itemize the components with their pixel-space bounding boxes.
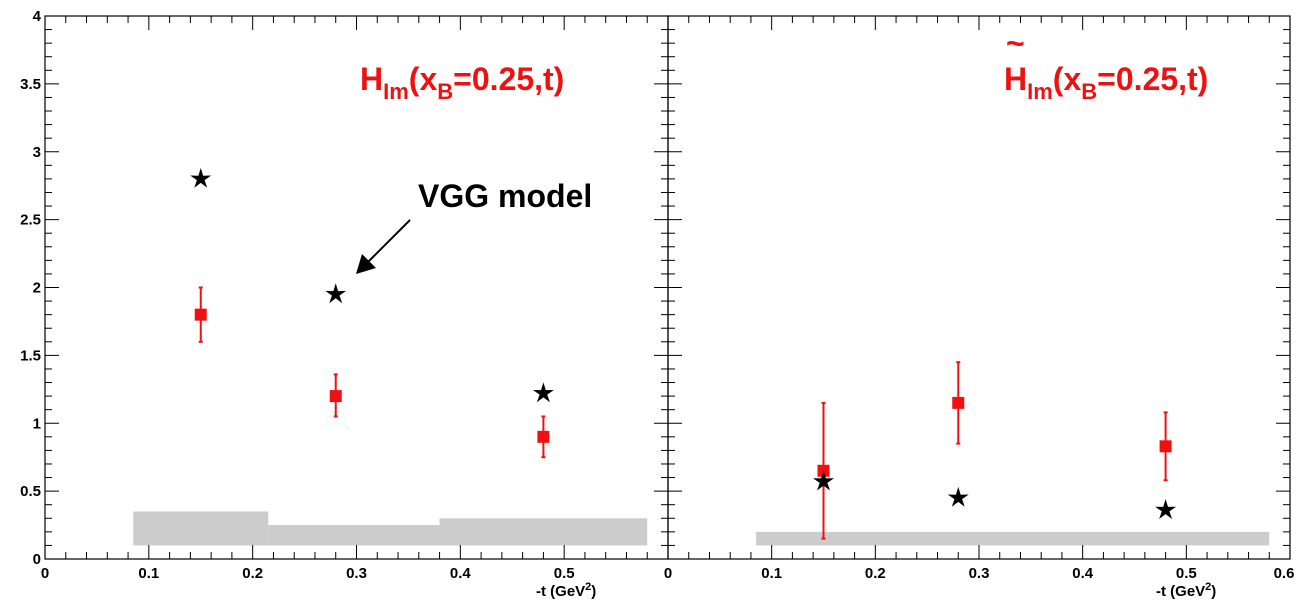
right-data-point-square bbox=[1159, 440, 1172, 453]
right-x-tick-label: 0.5 bbox=[1176, 565, 1197, 582]
left-x-axis-label: -t (GeV2) bbox=[536, 581, 596, 600]
left-systematic-band-0 bbox=[133, 511, 269, 546]
left-data-point-square bbox=[194, 308, 207, 321]
left-vgg-star-point bbox=[532, 382, 554, 403]
left-x-tick-label: 0.3 bbox=[346, 565, 367, 582]
annotation-arrow bbox=[356, 219, 411, 274]
right-panel: 0 0.1 0.2 0.3 0.4 0.5 0.6 ~ HIm(xB=0.25,t) -t … bbox=[664, 15, 1295, 600]
right-x-tick-label: 0.3 bbox=[969, 565, 990, 582]
right-panel-title: HIm(xB=0.25,t) bbox=[1004, 61, 1208, 104]
right-data-point-square bbox=[952, 396, 965, 409]
right-data-marks bbox=[813, 361, 1177, 540]
left-y-tick-label: 1 bbox=[33, 415, 41, 432]
left-y-tick-label: 2.5 bbox=[20, 212, 41, 229]
right-axes: 0 0.1 0.2 0.3 0.4 0.5 0.6 bbox=[664, 15, 1295, 582]
vgg-model-annotation: VGG model bbox=[418, 178, 592, 214]
left-y-tick-label: 3 bbox=[33, 144, 41, 161]
left-y-tick-label: 4 bbox=[33, 8, 42, 25]
left-y-tick-label: 3.5 bbox=[20, 76, 41, 93]
left-x-tick-label: 0.5 bbox=[554, 565, 575, 582]
left-x-tick-label: 0 bbox=[41, 565, 49, 582]
left-plot-frame bbox=[44, 15, 669, 560]
right-x-tick-label: 0.2 bbox=[865, 565, 886, 582]
left-systematic-band-2 bbox=[439, 518, 648, 546]
right-x-tick-label: 0 bbox=[664, 565, 672, 582]
left-systematic-band-1 bbox=[268, 525, 440, 546]
left-panel-title: HIm(xB=0.25,t) bbox=[360, 61, 564, 104]
right-x-tick-label: 0.1 bbox=[761, 565, 782, 582]
right-x-tick-label: 0.4 bbox=[1072, 565, 1094, 582]
left-y-tick-label: 1.5 bbox=[20, 347, 41, 364]
right-vgg-star-point bbox=[1155, 499, 1177, 519]
left-axes: 0 0.1 0.2 0.3 0.4 0.5 0 0.5 1 1.5 2 2.5 3 3.5 4 bbox=[20, 8, 669, 582]
left-y-tick-label: 2 bbox=[33, 280, 41, 297]
left-vgg-star-point bbox=[325, 283, 347, 304]
left-y-tick-label: 0.5 bbox=[20, 483, 41, 500]
right-panel-tilde: ~ bbox=[1006, 25, 1025, 61]
left-panel: 0 0.1 0.2 0.3 0.4 0.5 0 0.5 1 1.5 2 2.5 3 3.5 4 HIm(xB… bbox=[20, 8, 669, 600]
right-vgg-star-point bbox=[947, 486, 969, 507]
right-x-axis-label: -t (GeV2) bbox=[1156, 581, 1216, 600]
right-vgg-star-point bbox=[813, 470, 834, 491]
left-data-point-square bbox=[537, 430, 550, 443]
left-y-tick-label: 0 bbox=[33, 551, 41, 568]
left-x-tick-label: 0.1 bbox=[138, 565, 159, 582]
right-x-tick-label: 0.6 bbox=[1274, 565, 1295, 582]
right-systematic-bands bbox=[756, 531, 1270, 546]
left-systematic-bands bbox=[133, 511, 648, 546]
right-systematic-band-0 bbox=[756, 531, 1270, 546]
left-data-marks bbox=[190, 167, 554, 459]
left-data-point-square bbox=[329, 390, 342, 403]
left-vgg-star-point bbox=[190, 167, 212, 188]
right-plot-frame bbox=[667, 15, 1291, 560]
left-x-tick-label: 0.4 bbox=[450, 565, 472, 582]
left-x-tick-label: 0.2 bbox=[242, 565, 263, 582]
